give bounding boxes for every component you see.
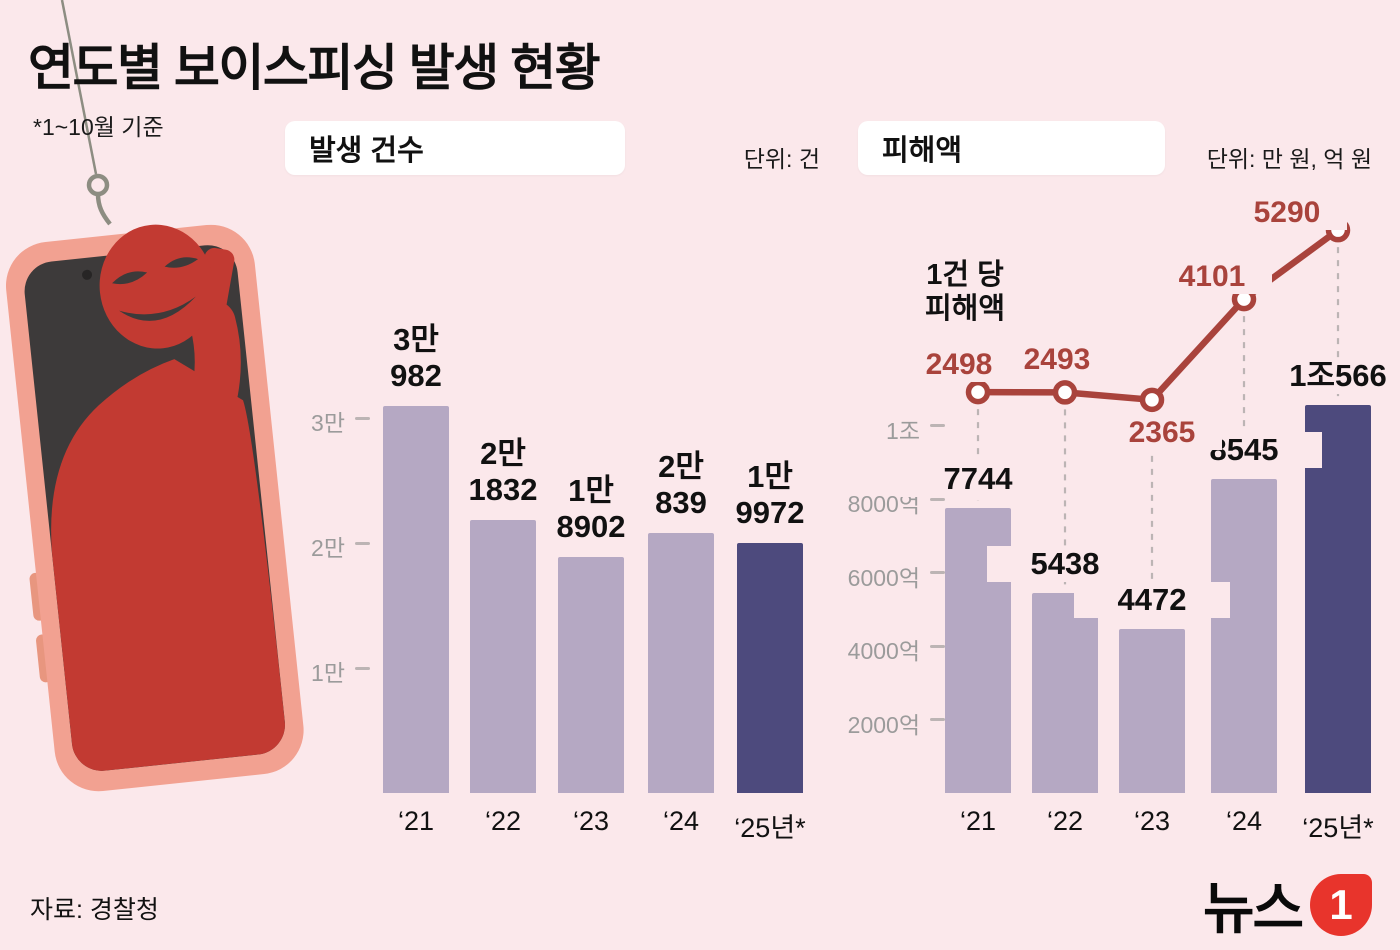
chart1-unit-label: 단위: 건 bbox=[743, 146, 820, 172]
trend-point-marker bbox=[1052, 380, 1078, 405]
news1-logo-text: 뉴스 bbox=[1202, 877, 1304, 940]
x-axis-category-label: ‘21 bbox=[959, 806, 997, 836]
y-axis-tick-label: 3만 bbox=[311, 410, 345, 436]
line-value-label: 2365 bbox=[1102, 415, 1222, 450]
bar-‘24 bbox=[1211, 478, 1277, 793]
scammer-handset bbox=[196, 247, 235, 315]
y-axis-tick-mark bbox=[930, 497, 945, 501]
phone-speaker bbox=[102, 263, 157, 278]
y-axis-tick-mark bbox=[355, 666, 370, 670]
hook-eye-icon bbox=[86, 173, 110, 197]
x-axis-category-label: ‘24 bbox=[662, 806, 700, 836]
line-value-label: 2493 bbox=[997, 343, 1117, 378]
chart1-title: 발생 건수 bbox=[309, 135, 424, 167]
line-series-label-line: 1건 당 bbox=[926, 259, 1004, 291]
bar-value-line: 982 bbox=[390, 357, 442, 393]
y-axis-tick-label: 1만 bbox=[311, 660, 345, 686]
y-axis-tick-mark bbox=[355, 541, 370, 545]
bar-value-line: 9972 bbox=[735, 495, 805, 531]
bar-value-line: 2만 bbox=[658, 448, 704, 484]
phone-body bbox=[5, 224, 304, 792]
scammer-grin bbox=[118, 296, 196, 321]
scammer-head bbox=[99, 224, 214, 349]
phone-screen bbox=[24, 245, 285, 771]
x-axis-category-label: ‘21 bbox=[397, 806, 435, 836]
y-axis-tick-label: 1조 bbox=[886, 417, 920, 444]
x-axis-category-label: ‘22 bbox=[1046, 806, 1084, 836]
phone-side-button bbox=[36, 634, 52, 683]
bar-value-label: 1만 9972 bbox=[695, 459, 845, 531]
scammer-silhouette bbox=[51, 224, 288, 774]
bar-‘25년* bbox=[1305, 404, 1371, 793]
chart2-header: 피해액 bbox=[858, 121, 1165, 175]
hook-icon bbox=[95, 193, 112, 226]
y-axis-tick-label: 4000억 bbox=[847, 638, 920, 664]
title-note: *1~10월 기준 bbox=[33, 114, 164, 140]
bar-value-line: 1만 bbox=[747, 459, 793, 495]
bar-value-label: 5438 bbox=[987, 546, 1143, 583]
bar-value-label: 2만 1832 bbox=[428, 436, 578, 508]
y-axis-tick-mark bbox=[930, 424, 945, 427]
line-series-label: 1건 당 피해액 bbox=[885, 258, 1045, 326]
bar-value-label: 1조566 bbox=[1260, 357, 1400, 394]
line-value-label: 4101 bbox=[1152, 260, 1272, 295]
bar-value-label: 7744 bbox=[900, 461, 1056, 498]
scammer-arm bbox=[180, 299, 241, 454]
bar-value-line: 1832 bbox=[468, 472, 538, 508]
x-axis-category-label: ‘24 bbox=[1225, 806, 1263, 836]
trend-point-marker bbox=[965, 379, 991, 405]
y-axis-tick-mark bbox=[930, 571, 945, 574]
bar-value-line: 2만 bbox=[480, 436, 526, 472]
bar-value-label: 1만 8902 bbox=[516, 473, 666, 545]
y-axis-tick-mark bbox=[930, 718, 945, 721]
bar-value-label: 2만 839 bbox=[606, 449, 756, 521]
bar-‘23 bbox=[1119, 628, 1185, 793]
line-value-label: 5290 bbox=[1227, 196, 1347, 231]
x-axis-category-label: ‘22 bbox=[484, 806, 522, 836]
x-axis-category-label: ‘25년* bbox=[734, 813, 806, 843]
phone-camera bbox=[82, 269, 93, 280]
phone-side-button bbox=[29, 572, 46, 621]
bar-value-label: 4472 bbox=[1074, 581, 1230, 618]
bar-value-line: 8902 bbox=[556, 508, 626, 544]
chart2-title: 피해액 bbox=[882, 135, 963, 167]
bar-‘23 bbox=[558, 556, 624, 793]
bar-‘24 bbox=[648, 532, 714, 793]
bar-value-line: 1만 bbox=[568, 472, 614, 508]
y-axis-tick-mark bbox=[930, 644, 945, 648]
x-axis-category-label: ‘25년* bbox=[1302, 813, 1374, 843]
y-axis-tick-label: 2만 bbox=[311, 535, 345, 561]
bar-‘21 bbox=[383, 405, 449, 793]
news1-logo: 뉴스 1 bbox=[1203, 864, 1372, 945]
trend-point-marker bbox=[1139, 387, 1165, 413]
y-axis-tick-label: 2000억 bbox=[847, 711, 920, 738]
x-axis-category-label: ‘23 bbox=[1133, 806, 1171, 836]
source-credit: 자료: 경찰청 bbox=[30, 896, 159, 924]
bar-value-line: 839 bbox=[655, 484, 707, 520]
bar-‘22 bbox=[470, 520, 536, 793]
scammer-eye-left bbox=[112, 271, 148, 285]
y-axis-tick-mark bbox=[355, 416, 370, 420]
news1-logo-badge: 1 bbox=[1310, 873, 1372, 936]
scammer-eye-right bbox=[164, 257, 199, 268]
y-axis-tick-label: 6000억 bbox=[847, 564, 920, 591]
bar-value-line: 3만 bbox=[393, 321, 439, 357]
chart2-unit-label: 단위: 만 원, 억 원 bbox=[1206, 146, 1372, 172]
chart1-header: 발생 건수 bbox=[285, 121, 625, 175]
page-title: 연도별 보이스피싱 발생 현황 bbox=[28, 40, 601, 96]
x-axis-category-label: ‘23 bbox=[572, 806, 610, 836]
bar-‘25년* bbox=[737, 543, 803, 793]
bar-value-label: 3만 982 bbox=[341, 322, 491, 394]
line-series-label-line: 피해액 bbox=[924, 293, 1006, 325]
bar-‘22 bbox=[1032, 593, 1098, 793]
